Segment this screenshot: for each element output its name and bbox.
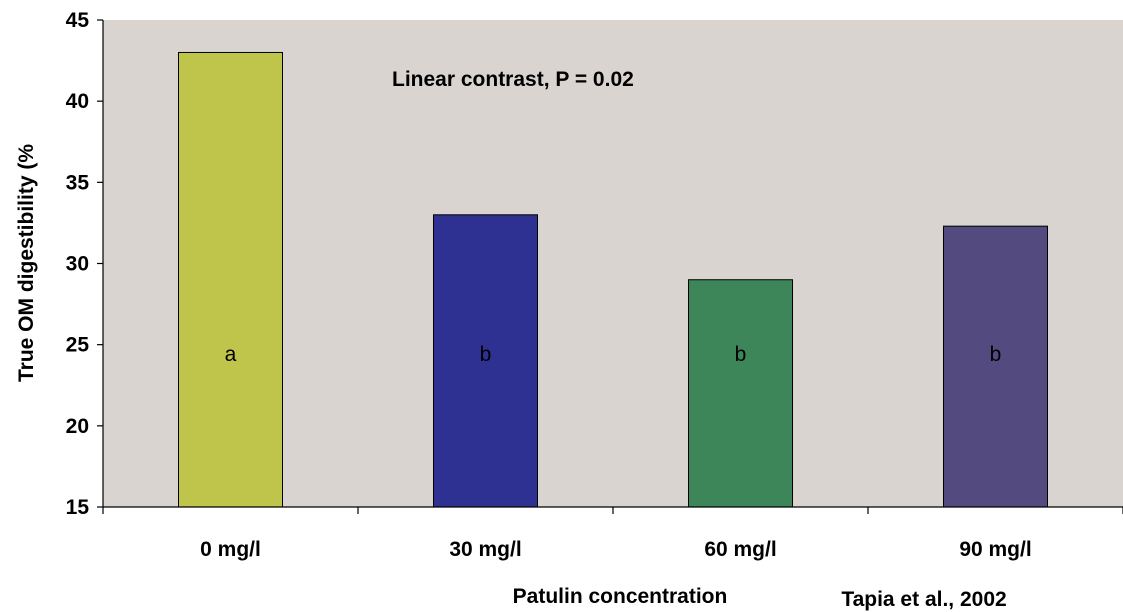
y-axis: 15 20 25 30 35 40 45 (66, 9, 104, 519)
bar-2 (688, 279, 793, 508)
y-tick-label: 30 (66, 253, 89, 276)
x-axis: 0 mg/l 30 mg/l 60 mg/l 90 mg/l (102, 506, 1123, 561)
bar-group-letter: b (735, 343, 747, 366)
annotation-linear-contrast: Linear contrast, P = 0.02 (392, 68, 634, 91)
y-tick-label: 45 (66, 9, 90, 32)
bar-group-letter: b (480, 343, 492, 366)
bar-group-letter: b (990, 343, 1002, 366)
y-tick-label: 40 (66, 90, 89, 113)
source-citation: Tapia et al., 2002 (841, 588, 1006, 611)
x-tick-label: 30 mg/l (449, 538, 521, 561)
x-tick-label: 60 mg/l (704, 538, 776, 561)
y-tick-label: 25 (66, 334, 90, 357)
bar-0 (178, 51, 283, 508)
y-tick-label: 35 (66, 171, 90, 194)
bar-group-letter: a (225, 343, 237, 366)
x-tick-label: 90 mg/l (959, 538, 1031, 561)
bar-1 (433, 214, 538, 508)
bar-3 (943, 225, 1048, 508)
y-tick-label: 15 (66, 496, 90, 519)
y-axis-title: True OM digestibility (% (15, 144, 38, 382)
bars-group (178, 51, 1048, 508)
x-axis-title: Patulin concentration (513, 585, 728, 608)
x-tick-label: 0 mg/l (200, 538, 261, 561)
y-tick-label: 20 (66, 415, 89, 438)
